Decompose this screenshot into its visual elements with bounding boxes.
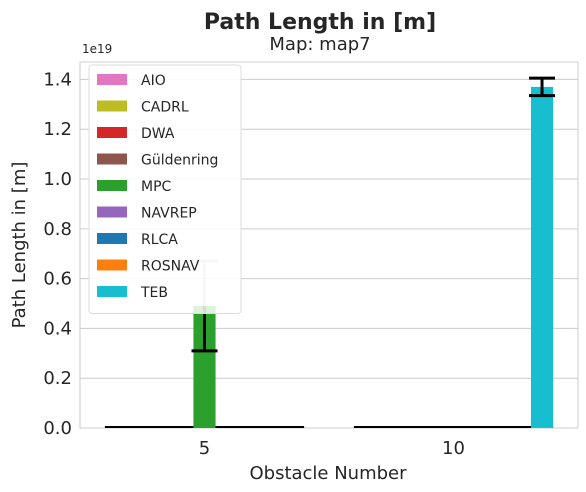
y-tick-label: 1.2 bbox=[43, 119, 72, 140]
bar-teb bbox=[530, 86, 554, 429]
y-tick-label: 1.0 bbox=[43, 169, 72, 190]
y-axis-label: Path Length in [m] bbox=[9, 162, 30, 329]
y-tick-label: 0.2 bbox=[43, 368, 72, 389]
y-tick-labels: 0.0 0.2 0.4 0.6 0.8 1.0 1.2 1.4 bbox=[43, 69, 72, 439]
legend-label: CADRL bbox=[141, 100, 189, 116]
legend-swatch-cadrl bbox=[97, 100, 127, 112]
x-tick-labels: 5 10 bbox=[199, 438, 465, 459]
legend-swatch-navrep bbox=[97, 206, 127, 218]
legend-swatch-rosnav bbox=[97, 259, 127, 271]
legend-swatch-mpc bbox=[97, 180, 127, 191]
legend-swatch-dwa bbox=[97, 127, 127, 138]
x-tick-label: 5 bbox=[199, 438, 210, 459]
x-tick-label: 10 bbox=[442, 438, 465, 459]
error-bars bbox=[191, 76, 556, 353]
legend-label: TEB bbox=[140, 285, 168, 301]
legend-swatch-teb bbox=[97, 286, 127, 297]
legend-label: RLCA bbox=[141, 232, 178, 248]
y-tick-label: 0.0 bbox=[43, 418, 72, 439]
legend-label: MPC bbox=[141, 179, 172, 195]
x-axis-label: Obstacle Number bbox=[249, 463, 407, 484]
chart-title: Path Length in [m] bbox=[204, 10, 436, 35]
y-tick-label: 1.4 bbox=[43, 69, 72, 90]
legend-label: AIO bbox=[141, 73, 166, 89]
plot-frame bbox=[79, 61, 579, 429]
y-tick-label: 0.4 bbox=[43, 318, 72, 339]
legend-swatch-güldenring bbox=[97, 153, 127, 165]
chart-subtitle: Map: map7 bbox=[269, 34, 370, 55]
legend-label: ROSNAV bbox=[141, 259, 200, 275]
legend-swatch-aio bbox=[97, 74, 127, 85]
y-offset-label: 1e19 bbox=[82, 42, 112, 56]
legend-label: Güldenring bbox=[141, 153, 218, 169]
bar-mpc bbox=[193, 306, 216, 428]
legend-label: DWA bbox=[141, 126, 175, 142]
y-tick-label: 0.8 bbox=[43, 219, 72, 240]
y-tick-label: 0.6 bbox=[43, 269, 72, 290]
legend-label: NAVREP bbox=[141, 206, 197, 222]
bars bbox=[104, 86, 554, 429]
legend: AIO CADRL DWA Güldenring MPC NAVREP RLCA ROSNAV… bbox=[88, 64, 242, 314]
legend-swatch-rlca bbox=[97, 233, 127, 244]
